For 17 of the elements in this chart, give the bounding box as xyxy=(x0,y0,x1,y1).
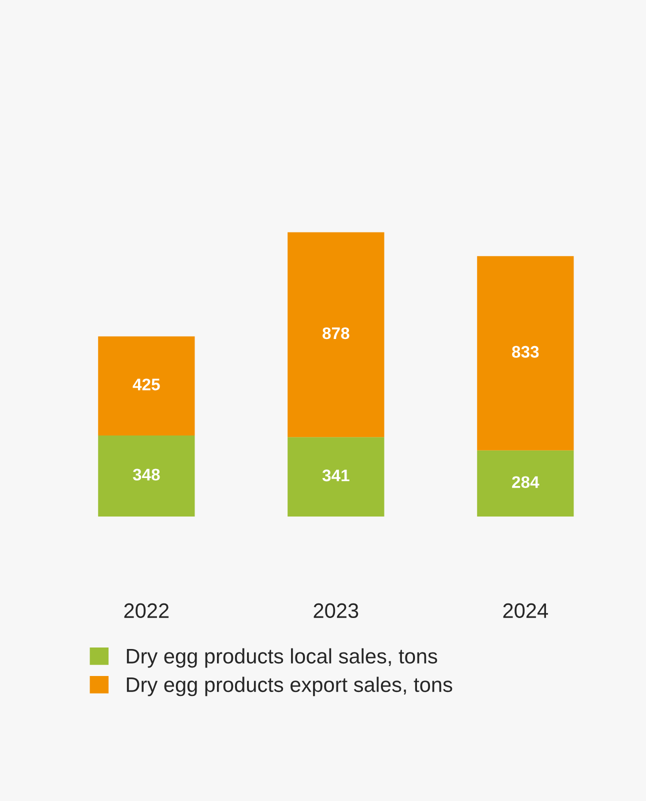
bar xyxy=(477,256,574,450)
data-label: 348 xyxy=(132,468,160,481)
x-tick-label: 2022 xyxy=(124,603,169,618)
data-label: 284 xyxy=(512,476,540,488)
bar xyxy=(288,437,384,517)
data-label: 833 xyxy=(512,346,539,358)
bar xyxy=(477,450,574,517)
x-tick-label: 2024 xyxy=(503,603,548,618)
data-label: 425 xyxy=(132,378,160,390)
bar xyxy=(98,336,195,436)
bar xyxy=(288,232,384,438)
x-tick-label: 2023 xyxy=(314,603,358,618)
data-label: 341 xyxy=(322,470,350,482)
legend-label: Dry egg products local sales, tons xyxy=(126,648,438,668)
bar xyxy=(98,435,195,517)
legend-label: Dry egg products export sales, tons xyxy=(126,676,452,696)
data-label: 878 xyxy=(322,327,350,340)
